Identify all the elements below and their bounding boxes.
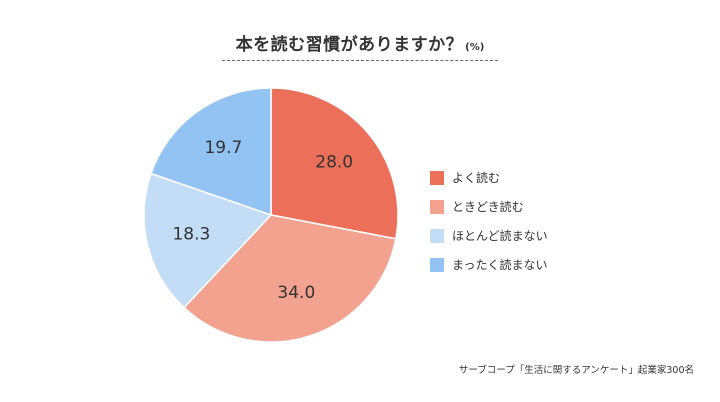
legend-item: ときどき読む xyxy=(430,192,548,221)
chart-title-wrap: 本を読む習慣がありますか？ (%) xyxy=(0,30,720,55)
legend-swatch xyxy=(430,199,444,214)
slice-value-label: 19.7 xyxy=(204,138,242,158)
source-note: サーブコープ「生活に関するアンケート」起業家300名 xyxy=(458,365,694,376)
legend-item: まったく読まない xyxy=(430,250,548,279)
chart-title: 本を読む習慣がありますか？ xyxy=(235,35,464,55)
pie-slice xyxy=(150,87,272,217)
legend-label: まったく読まない xyxy=(452,258,548,272)
legend-swatch xyxy=(430,170,444,185)
legend-item: ほとんど読まない xyxy=(430,221,548,250)
pie-slice xyxy=(183,214,397,343)
slice-value-label: 28.0 xyxy=(315,153,353,173)
title-divider xyxy=(222,60,498,61)
legend-label: ときどき読む xyxy=(452,200,524,214)
slice-value-label: 34.0 xyxy=(277,283,315,303)
legend-item: よく読む xyxy=(430,163,548,192)
legend: よく読む ときどき読む ほとんど読まない まったく読まない xyxy=(430,163,548,279)
pie-slice xyxy=(143,172,273,309)
chart-unit: (%) xyxy=(465,42,485,53)
pie-slice xyxy=(270,87,399,240)
legend-label: よく読む xyxy=(452,171,501,185)
slice-value-label: 18.3 xyxy=(172,225,210,245)
legend-label: ほとんど読まない xyxy=(452,229,548,243)
legend-swatch xyxy=(430,228,444,243)
legend-swatch xyxy=(430,257,444,272)
